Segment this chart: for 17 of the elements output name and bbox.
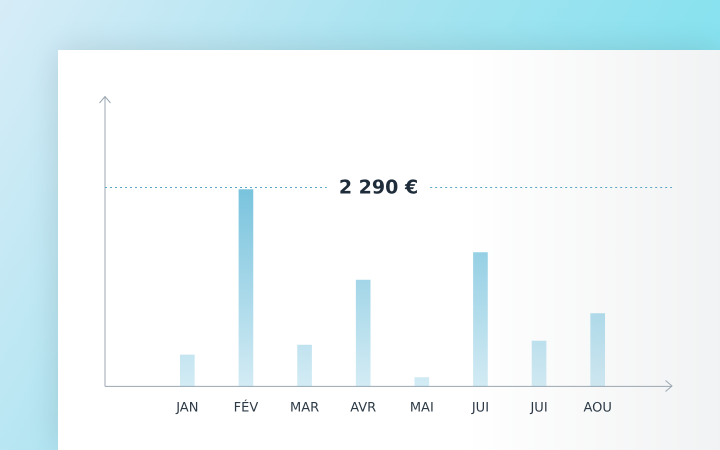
bar [238,189,254,386]
bar [356,280,371,386]
x-tick-label: FÉV [234,398,258,416]
x-tick-label: JUI [529,400,548,416]
bar [180,354,195,386]
x-tick-label: AOU [583,400,612,416]
x-tick-label: MAI [410,400,434,416]
x-tick-label: AVR [350,400,376,416]
bar [590,313,606,386]
ref-line-label: 2 290 € [338,176,418,198]
x-tick-label: MAR [290,400,320,416]
bar [532,340,546,386]
bar [414,377,430,386]
bar [297,344,312,386]
x-tick-label: JUI [470,400,490,416]
x-tick-label: JAN [175,400,198,416]
bar [473,252,488,386]
